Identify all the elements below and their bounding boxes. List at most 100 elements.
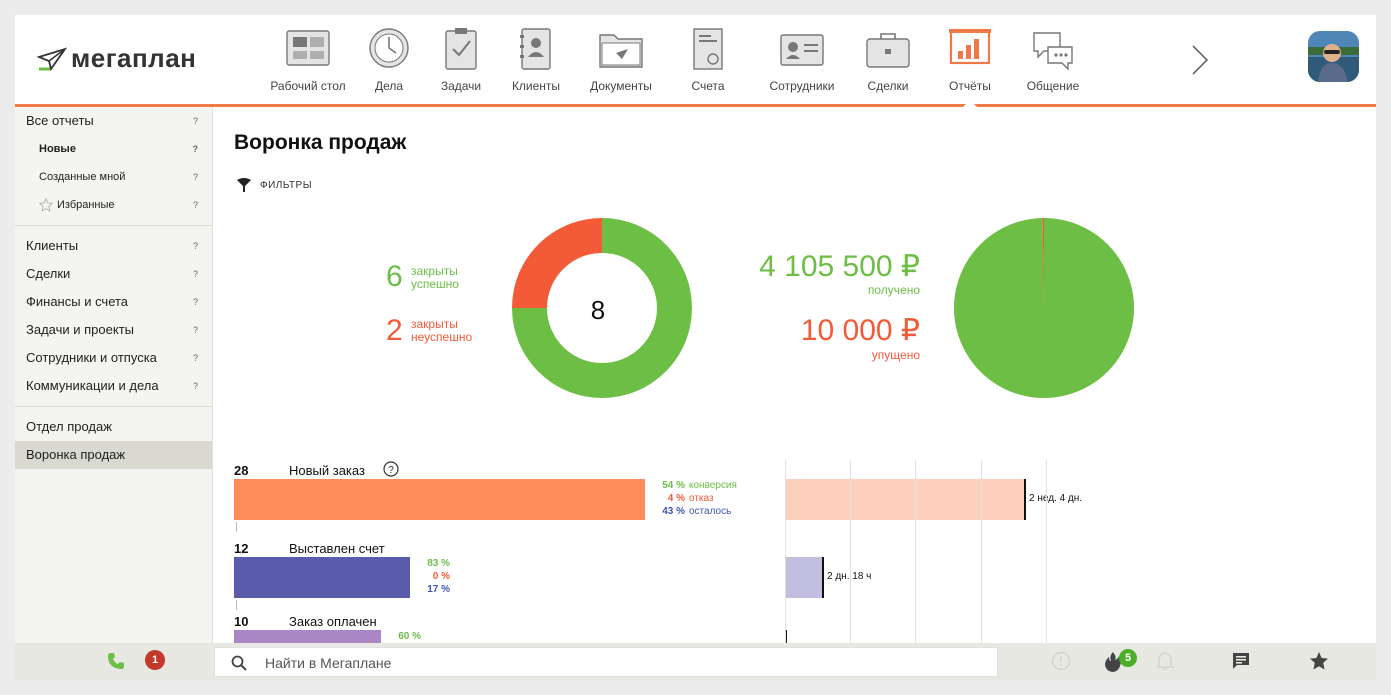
success-label-line1: закрыты [411, 264, 458, 278]
sidebar-item[interactable]: Задачи и проекты? [15, 316, 212, 344]
sidebar-item-label: Клиенты [26, 238, 79, 253]
nav-item-id-card[interactable]: Сотрудники [764, 15, 840, 104]
refusal-legend: отказ [689, 493, 714, 504]
sidebar-item-label: Задачи и проекты [26, 322, 134, 337]
sidebar-item-label: Коммуникации и дела [26, 378, 159, 393]
user-avatar[interactable] [1308, 31, 1359, 82]
hot-items-badge[interactable]: 5 [1119, 649, 1137, 667]
stage-bar[interactable] [234, 479, 645, 520]
stage-time-label: 2 дн. 18 ч [827, 571, 872, 582]
logo-text: мегаплан [71, 43, 197, 73]
alert-circle-icon[interactable] [1051, 651, 1071, 671]
donut-hole [547, 253, 657, 363]
sidebar-help-mark[interactable]: ? [192, 172, 198, 182]
nav-item-label: Клиенты [511, 79, 561, 93]
sidebar-item-label: Сотрудники и отпуска [26, 350, 157, 365]
megaplan-logo[interactable]: мегаплан [37, 43, 196, 74]
phone-icon[interactable] [107, 652, 125, 670]
star-outline-icon [39, 198, 53, 212]
nav-item-label: Задачи [440, 79, 482, 93]
fail-label: закрыты неуспешно [411, 318, 472, 344]
stage-remaining-pct: 17 % [427, 584, 450, 595]
sidebar-help-mark[interactable]: ? [192, 200, 198, 210]
sidebar-help-mark[interactable]: ? [192, 269, 198, 279]
nav-item-chat-bubbles[interactable]: Общение [1023, 15, 1083, 104]
nav-next-chevron-icon[interactable] [1183, 43, 1213, 77]
sidebar-help-mark[interactable]: ? [192, 381, 198, 391]
nav-item-contacts-book[interactable]: Клиенты [508, 15, 564, 104]
stage-time-bar[interactable] [785, 479, 1024, 520]
messages-icon[interactable] [1231, 651, 1251, 671]
fail-label-line2: неуспешно [411, 330, 473, 344]
nav-item-briefcase[interactable]: Сделки [863, 15, 913, 104]
nav-item-folder[interactable]: Документы [588, 15, 654, 104]
clipboard-check-icon [438, 27, 484, 71]
sidebar-item-label: Сделки [26, 266, 71, 281]
money-pie-slice[interactable] [1042, 218, 1044, 308]
contacts-book-icon [513, 27, 559, 71]
stage-count: 28 [234, 463, 249, 478]
sidebar-item[interactable]: Сотрудники и отпуска? [15, 344, 212, 372]
sidebar-item[interactable]: Все отчеты? [15, 107, 212, 135]
stage-time-bar[interactable] [785, 557, 822, 598]
help-circle-icon[interactable]: ? [383, 461, 399, 477]
stage-bar[interactable] [234, 557, 410, 598]
nav-item-clipboard-check[interactable]: Задачи [433, 15, 489, 104]
sidebar-item-label: Избранные [57, 199, 115, 211]
bell-icon[interactable] [1156, 651, 1174, 671]
flame-icon[interactable] [1103, 651, 1123, 673]
missed-calls-badge[interactable]: 1 [145, 650, 165, 670]
nav-item-label: Дела [374, 79, 404, 93]
filters-toggle[interactable]: ФИЛЬТРЫ [236, 177, 312, 193]
chat-bubbles-icon [1030, 27, 1076, 71]
grid-line [1046, 460, 1047, 643]
sidebar-item[interactable]: Созданные мной? [15, 163, 212, 191]
stage-conversion-pct: 60 % [398, 631, 421, 642]
sidebar-item[interactable]: Новые? [15, 135, 212, 163]
sidebar-item-label: Все отчеты [26, 113, 94, 128]
stage-refusal-pct: 0 % [432, 571, 450, 582]
report-content: Воронка продаж ФИЛЬТРЫ 6 закрыты успешно… [214, 107, 1376, 643]
favorites-star-icon[interactable] [1309, 651, 1329, 671]
sidebar-item[interactable]: Коммуникации и дела? [15, 372, 212, 400]
stage-bar[interactable] [234, 630, 381, 643]
sidebar-help-mark[interactable]: ? [192, 325, 198, 335]
page-title: Воронка продаж [234, 131, 407, 154]
sidebar-help-mark[interactable]: ? [192, 144, 199, 154]
sidebar-item[interactable]: Клиенты? [15, 232, 212, 260]
sidebar-item[interactable]: Отдел продаж [15, 413, 212, 441]
sidebar-item[interactable]: Избранные? [15, 191, 212, 219]
stage-count: 12 [234, 541, 249, 556]
money-received: 4 105 500 ₽ [759, 250, 920, 283]
sidebar-help-mark[interactable]: ? [192, 241, 198, 251]
sidebar-item[interactable]: Сделки? [15, 260, 212, 288]
search-input[interactable] [265, 653, 965, 673]
nav-item-label: Документы [590, 79, 652, 93]
filters-label: ФИЛЬТРЫ [260, 179, 313, 191]
sidebar-help-mark[interactable]: ? [192, 353, 198, 363]
app-window: мегаплан Рабочий стол Дела Задачи Клиент… [15, 15, 1376, 680]
nav-item-chart-board[interactable]: Отчёты [943, 15, 997, 104]
remaining-legend: осталось [689, 506, 732, 517]
sidebar-item[interactable]: Финансы и счета? [15, 288, 212, 316]
sidebar-help-mark[interactable]: ? [192, 116, 198, 126]
clock-icon [366, 27, 412, 71]
money-received-label: получено [867, 283, 920, 297]
grid-line [850, 460, 851, 643]
funnel-filter-icon [237, 178, 251, 192]
money-lost: 10 000 ₽ [800, 314, 920, 347]
nav-item-desktop[interactable]: Рабочий стол [270, 15, 346, 104]
sidebar-item[interactable]: Воронка продаж [15, 441, 212, 469]
money-pie-chart [954, 218, 1134, 398]
global-search[interactable] [214, 647, 998, 677]
nav-item-clock[interactable]: Дела [364, 15, 414, 104]
nav-item-invoice[interactable]: Счета [687, 15, 729, 104]
success-count: 6 [386, 260, 403, 293]
stage-arrow [236, 522, 237, 532]
sidebar-help-mark[interactable]: ? [192, 297, 198, 307]
conversion-legend: конверсия [689, 480, 737, 491]
bottom-bar: 1 5 [15, 643, 1376, 680]
sidebar-item-label: Новые [39, 143, 76, 155]
sidebar-item-label: Созданные мной [39, 171, 126, 183]
stage-time-label: 2 нед. 4 дн. [1029, 493, 1083, 504]
